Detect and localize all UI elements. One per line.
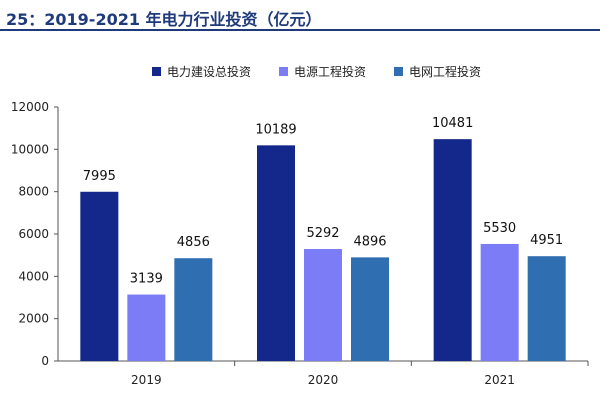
x-tick-label: 2021 [484, 373, 515, 387]
y-tick-label: 2000 [18, 312, 49, 326]
bar [433, 139, 472, 361]
data-label: 5292 [306, 226, 339, 241]
data-label: 5530 [483, 221, 516, 236]
y-tick-label: 8000 [18, 185, 49, 199]
data-label: 10189 [255, 122, 296, 137]
bar [174, 258, 213, 361]
y-tick-label: 12000 [11, 100, 49, 114]
data-label: 10481 [432, 116, 473, 131]
y-tick-label: 10000 [11, 142, 49, 156]
bar [257, 145, 295, 361]
data-label: 7995 [83, 169, 116, 184]
legend: 电力建设总投资 电源工程投资 电网工程投资 [152, 62, 481, 80]
x-tick-label: 2019 [131, 373, 162, 387]
bar [80, 191, 119, 361]
data-label: 4856 [177, 235, 210, 250]
legend-item-power-source: 电源工程投资 [279, 63, 366, 80]
chart-title-bar: 25：2019-2021 年电力行业投资（亿元） [0, 0, 600, 31]
legend-item-grid: 电网工程投资 [394, 63, 481, 80]
legend-swatch-total [152, 66, 161, 76]
legend-swatch-grid [394, 66, 404, 76]
bar [351, 257, 389, 361]
data-label: 4951 [530, 233, 563, 248]
title-underline [0, 29, 600, 31]
bar [304, 248, 342, 361]
y-tick-label: 0 [41, 354, 49, 368]
bar [480, 243, 519, 361]
chart-title: 25：2019-2021 年电力行业投资（亿元） [6, 10, 322, 29]
legend-swatch-power-source [279, 66, 289, 76]
bar [527, 256, 566, 361]
bar [127, 294, 166, 361]
legend-label-grid: 电网工程投资 [409, 64, 482, 79]
legend-label-power-source: 电源工程投资 [294, 64, 367, 79]
y-tick-label: 4000 [18, 269, 49, 283]
data-label: 3139 [130, 272, 163, 287]
x-tick-label: 2020 [308, 373, 339, 387]
data-label: 4896 [353, 234, 386, 249]
y-tick-label: 6000 [18, 227, 49, 241]
legend-label-total: 电力建设总投资 [167, 64, 252, 79]
legend-item-total: 电力建设总投资 [152, 63, 251, 80]
